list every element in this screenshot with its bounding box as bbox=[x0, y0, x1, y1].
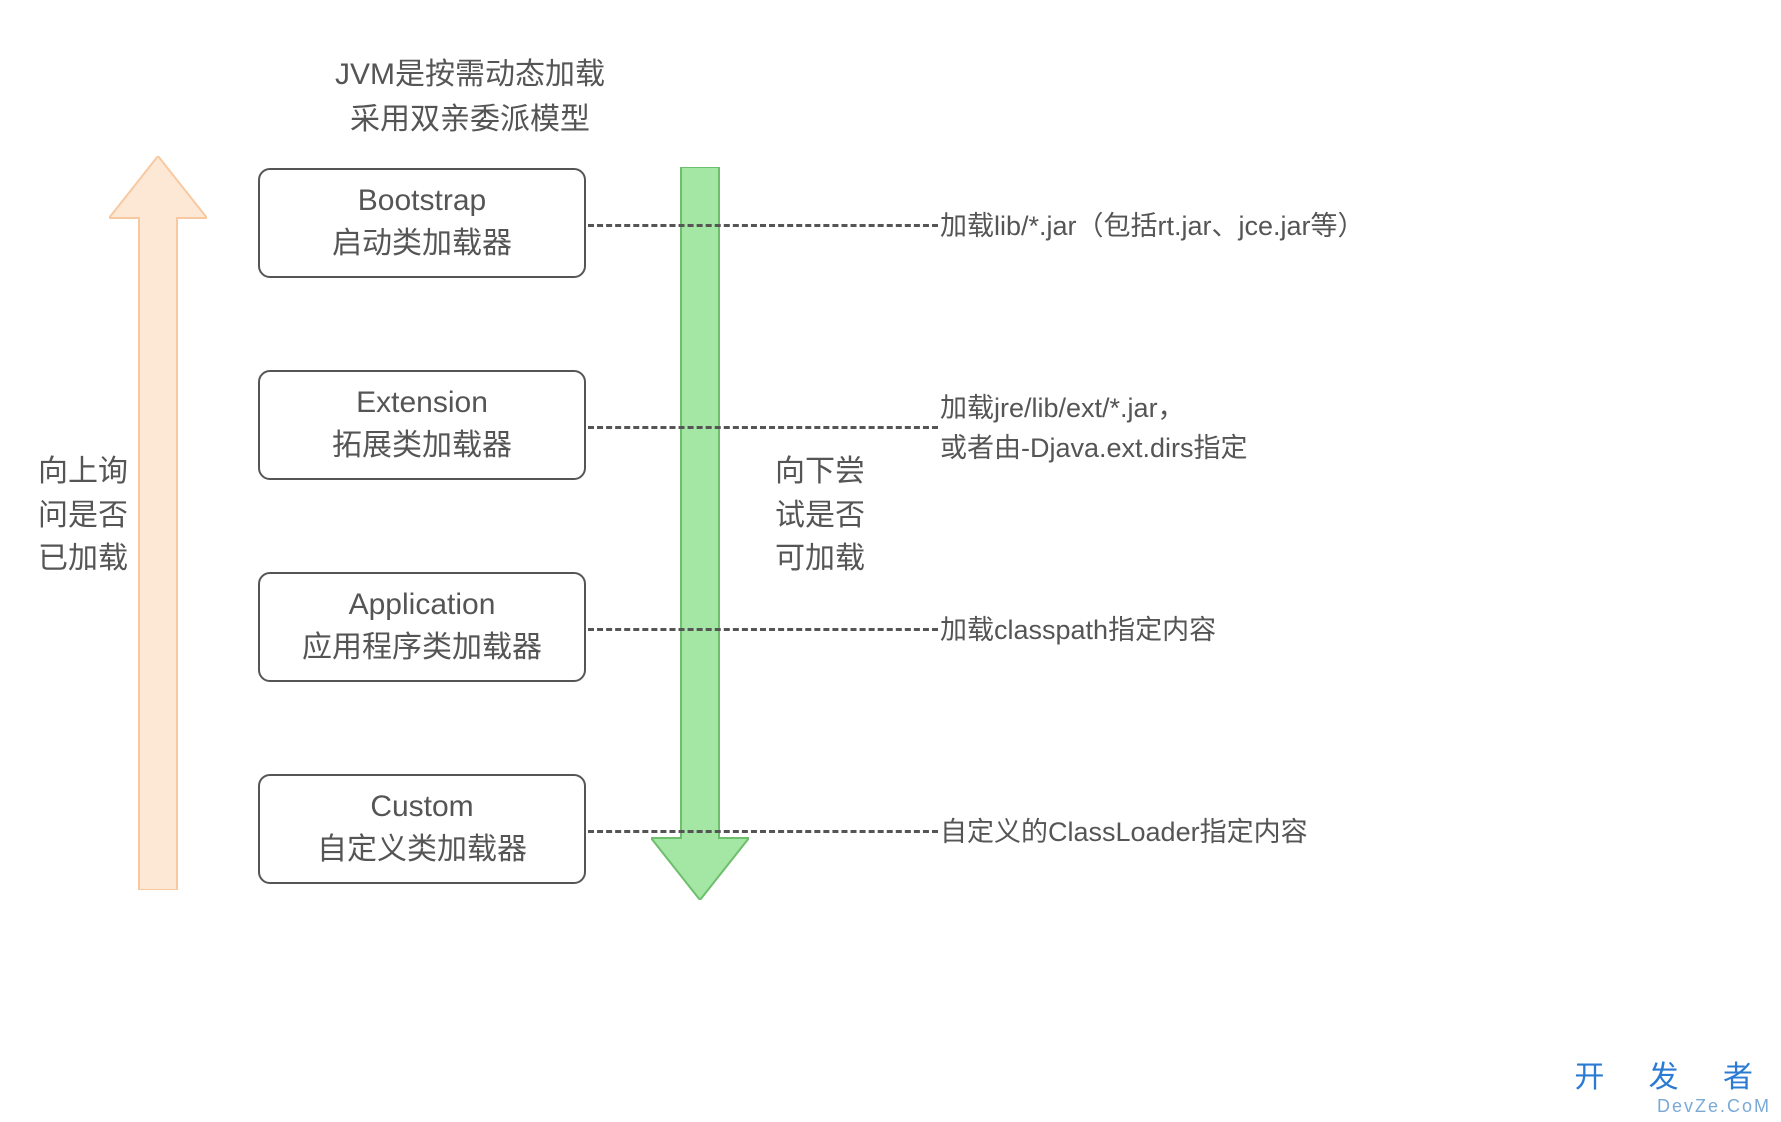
diagram-title: JVM是按需动态加载 采用双亲委派模型 bbox=[300, 52, 640, 142]
node-bootstrap-subtitle: 启动类加载器 bbox=[332, 218, 512, 262]
watermark: 开 发 者 DevZe.CoM bbox=[1574, 1052, 1771, 1117]
node-bootstrap-title: Bootstrap bbox=[358, 184, 486, 218]
connector-custom bbox=[588, 830, 938, 833]
annotation-extension: 加载jre/lib/ext/*.jar， 或者由-Djava.ext.dirs指… bbox=[940, 388, 1248, 469]
annotation-application: 加载classpath指定内容 bbox=[940, 610, 1216, 651]
title-line1: JVM是按需动态加载 bbox=[300, 52, 640, 97]
down-arrow-label: 向下尝 试是否 可加载 bbox=[775, 450, 865, 581]
node-application: Application应用程序类加载器 bbox=[258, 572, 586, 682]
connector-bootstrap bbox=[588, 224, 938, 227]
node-application-subtitle: 应用程序类加载器 bbox=[302, 622, 542, 666]
annotation-bootstrap: 加载lib/*.jar（包括rt.jar、jce.jar等） bbox=[940, 206, 1365, 247]
connector-application bbox=[588, 628, 938, 631]
title-line2: 采用双亲委派模型 bbox=[300, 97, 640, 142]
node-custom-title: Custom bbox=[370, 790, 473, 824]
node-application-title: Application bbox=[349, 588, 496, 622]
annotation-custom: 自定义的ClassLoader指定内容 bbox=[940, 812, 1308, 853]
diagram-container: JVM是按需动态加载 采用双亲委派模型 向上询 问是否 已加载 向下尝 试是否 … bbox=[0, 0, 1781, 1122]
watermark-line1: 开 发 者 bbox=[1574, 1052, 1771, 1096]
down-arrow bbox=[651, 167, 749, 900]
connector-extension bbox=[588, 426, 938, 429]
node-extension-title: Extension bbox=[356, 386, 488, 420]
node-extension-subtitle: 拓展类加载器 bbox=[332, 420, 512, 464]
watermark-line2: DevZe.CoM bbox=[1574, 1096, 1771, 1117]
up-arrow-label: 向上询 问是否 已加载 bbox=[38, 450, 128, 581]
node-bootstrap: Bootstrap启动类加载器 bbox=[258, 168, 586, 278]
node-extension: Extension拓展类加载器 bbox=[258, 370, 586, 480]
node-custom: Custom自定义类加载器 bbox=[258, 774, 586, 884]
node-custom-subtitle: 自定义类加载器 bbox=[317, 824, 527, 868]
